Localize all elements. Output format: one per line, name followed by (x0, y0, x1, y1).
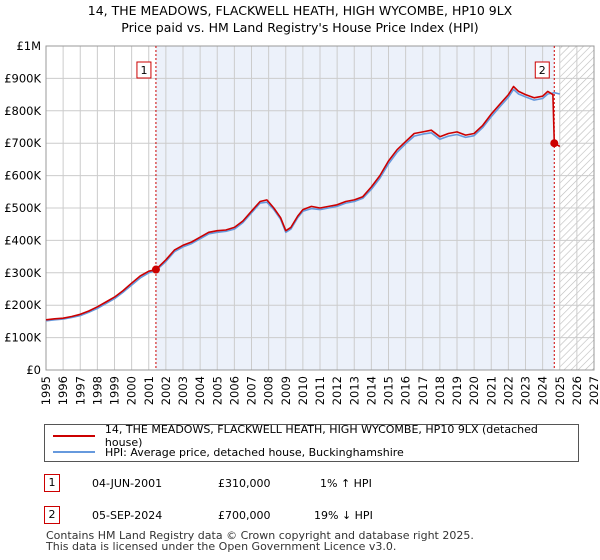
x-tick-label: 2003 (176, 376, 190, 405)
sale-annotation-box-1 (136, 61, 152, 79)
legend-item-property: 14, THE MEADOWS, FLACKWELL HEATH, HIGH W… (53, 423, 578, 449)
x-tick-label: 2000 (125, 376, 139, 405)
sale-annotation-label-2: 2 (539, 64, 546, 77)
sale-hpi-change: 19% ↓ HPI (314, 508, 373, 522)
x-tick-label: 2025 (553, 376, 567, 405)
sale-annotation-label-1: 1 (140, 64, 147, 77)
x-tick-label: 2016 (399, 376, 413, 405)
y-tick-label: £1M (16, 39, 41, 53)
sale-annotation-box-2 (534, 61, 550, 79)
x-tick-label: 1995 (39, 376, 53, 405)
x-tick-label: 2023 (519, 376, 533, 405)
x-tick-label: 2027 (587, 376, 600, 405)
x-tick-label: 1997 (73, 376, 87, 405)
legend-label-hpi: HPI: Average price, detached house, Buck… (105, 445, 404, 459)
sale-number-badge: 1 (44, 474, 60, 492)
price-chart: £0 £100K £200K £300K £400K £500K £600K £700K £80… (4, 39, 600, 405)
x-tick-label: 2012 (330, 376, 344, 405)
sale-price: £310,000 (218, 476, 271, 490)
y-tick-label: £500K (4, 201, 41, 215)
y-tick-label: £700K (4, 136, 41, 150)
y-tick-label: £300K (4, 266, 41, 280)
x-tick-label: 2005 (210, 376, 224, 405)
footer-line-2: This data is licensed under the Open Gov… (46, 540, 397, 553)
x-tick-label: 2004 (193, 376, 207, 405)
x-tick-label: 2001 (142, 376, 156, 405)
x-tick-label: 2006 (227, 376, 241, 405)
x-tick-label: 2014 (364, 376, 378, 405)
y-tick-label: £800K (4, 104, 41, 118)
x-tick-label: 1996 (56, 376, 70, 405)
y-tick-label: £100K (4, 331, 41, 345)
sale-point-1 (151, 265, 160, 274)
sale-price: £700,000 (218, 508, 271, 522)
x-tick-label: 2022 (501, 376, 515, 405)
chart-title-line-1: 14, THE MEADOWS, FLACKWELL HEATH, HIGH W… (87, 3, 513, 18)
x-tick-label: 2018 (433, 376, 447, 405)
footer-attribution: Contains HM Land Registry data © Crown c… (46, 530, 474, 552)
chart-title: 14, THE MEADOWS, FLACKWELL HEATH, HIGH W… (0, 2, 600, 36)
y-tick-label: £0 (26, 363, 41, 377)
plot-border (45, 45, 595, 371)
footer-line-1: Contains HM Land Registry data © Crown c… (46, 529, 474, 542)
x-tick-label: 1999 (108, 376, 122, 405)
x-tick-label: 2015 (382, 376, 396, 405)
x-tick-label: 2026 (570, 376, 584, 405)
x-tick-label: 2024 (536, 376, 550, 405)
legend-item-hpi: HPI: Average price, detached house, Buck… (53, 444, 404, 460)
x-tick-label: 2017 (416, 376, 430, 405)
y-tick-label: £900K (4, 71, 41, 85)
x-tick-label: 2013 (347, 376, 361, 405)
x-tick-label: 1998 (90, 376, 104, 405)
x-tick-label: 2009 (279, 376, 293, 405)
legend-swatch-hpi (53, 451, 95, 453)
sale-number-badge: 2 (44, 506, 60, 524)
sale-date: 04-JUN-2001 (92, 476, 163, 490)
x-tick-label: 2008 (262, 376, 276, 405)
x-tick-label: 2011 (313, 376, 327, 405)
hpi-line (45, 88, 560, 322)
x-tick-label: 2021 (484, 376, 498, 405)
chart-title-line-2: Price paid vs. HM Land Registry's House … (121, 20, 479, 35)
x-tick-label: 2020 (467, 376, 481, 405)
y-tick-label: £400K (4, 233, 41, 247)
y-tick-label: £200K (4, 298, 41, 312)
x-tick-label: 2007 (245, 376, 259, 405)
property-price-line (45, 85, 561, 321)
legend-swatch-property (53, 435, 95, 437)
sale-date: 05-SEP-2024 (92, 508, 163, 522)
x-tick-label: 2019 (450, 376, 464, 405)
legend-label-property: 14, THE MEADOWS, FLACKWELL HEATH, HIGH W… (104, 423, 538, 449)
x-tick-label: 2010 (296, 376, 310, 405)
sale-hpi-change: 1% ↑ HPI (320, 476, 372, 490)
chart-legend: 14, THE MEADOWS, FLACKWELL HEATH, HIGH W… (44, 423, 579, 462)
y-tick-label: £600K (4, 169, 41, 183)
x-tick-label: 2002 (159, 376, 173, 405)
sale-point-2 (550, 139, 559, 148)
